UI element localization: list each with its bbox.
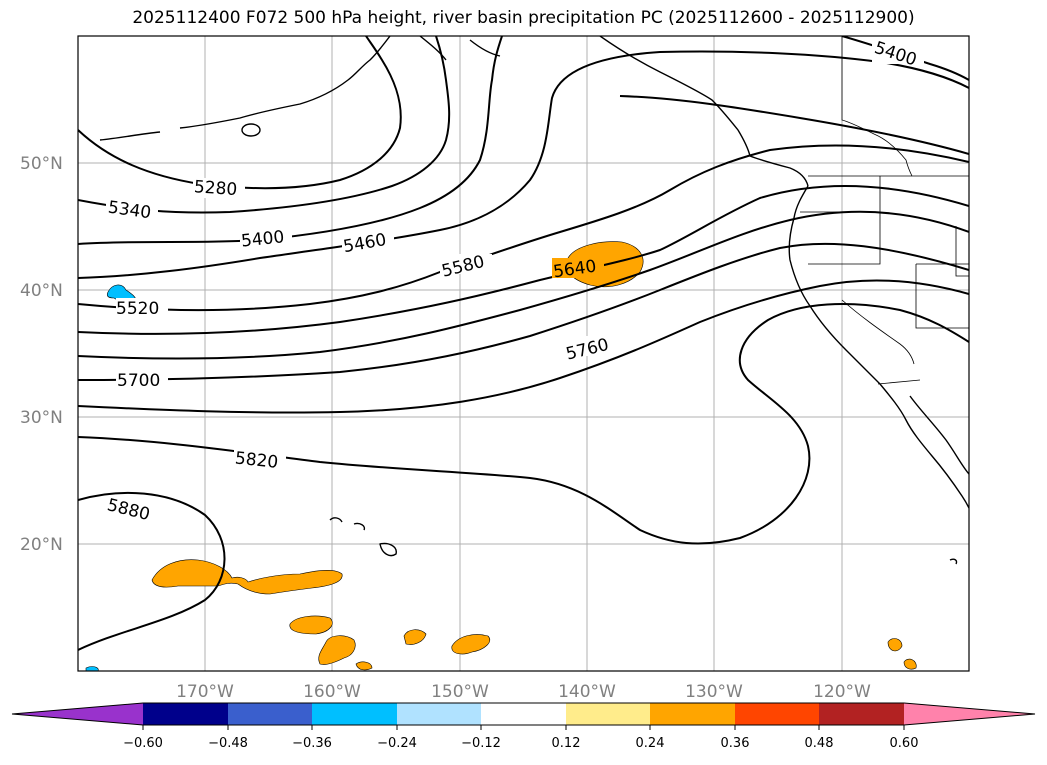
lat-label: 40°N: [20, 281, 63, 301]
colorbar-segment: [143, 703, 228, 725]
precip-orange-small-7: [903, 658, 917, 670]
lon-label: 150°W: [431, 682, 489, 702]
lon-label: 140°W: [558, 682, 616, 702]
map-area: 5400 5280 5340 5400 5460 5580 5640 5520 …: [78, 36, 969, 671]
gridlines: [78, 36, 969, 671]
precip-orange-hawaii-west: [151, 559, 343, 595]
contour-5580: [78, 144, 969, 311]
precip-orange-small-5: [355, 661, 373, 671]
contour-label: 5820: [234, 448, 279, 472]
colorbar-tick-labels: −0.60 −0.48 −0.36 −0.24 −0.12 0.12 0.24 …: [123, 736, 918, 751]
lon-label: 170°W: [176, 682, 234, 702]
contour-5700: [78, 242, 969, 381]
colorbar-segment: [650, 703, 735, 725]
lat-label: 50°N: [20, 154, 63, 174]
precip-orange-small-2: [318, 635, 356, 665]
contour-5760: [78, 279, 969, 414]
height-contours: [78, 36, 969, 651]
map-frame: [77, 35, 970, 672]
colorbar-segment: [735, 703, 819, 725]
contour-5340: [78, 36, 402, 190]
colorbar-tick-label: 0.36: [721, 736, 750, 751]
precip-orange-small-3: [403, 629, 427, 645]
colorbar-tick-label: 0.12: [552, 736, 581, 751]
colorbar-segment: [819, 703, 904, 725]
lon-label: 160°W: [303, 682, 361, 702]
colorbar-tick-label: 0.48: [805, 736, 834, 751]
colorbar-segment: [312, 703, 397, 725]
contour-5520: [78, 50, 969, 279]
contour-5820: [78, 303, 969, 545]
colorbar-tick-label: 0.24: [636, 736, 665, 751]
precip-orange-small-4: [451, 634, 491, 655]
contour-5460: [78, 36, 503, 245]
contour-label: 5280: [193, 177, 238, 200]
lon-label: 120°W: [813, 682, 871, 702]
colorbar: −0.60 −0.48 −0.36 −0.24 −0.12 0.12 0.24 …: [11, 702, 1036, 751]
coastlines: [99, 36, 969, 565]
longitude-labels: 170°W 160°W 150°W 140°W 130°W 120°W: [176, 682, 871, 702]
colorbar-segment: [481, 703, 566, 725]
colorbar-tick-label: −0.36: [292, 736, 332, 751]
contour-5400ne: [841, 36, 969, 81]
colorbar-tick-label: −0.12: [461, 736, 501, 751]
colorbar-tick-label: −0.24: [377, 736, 417, 751]
contour-5400: [78, 36, 451, 214]
contour-5640-se: [619, 95, 969, 155]
map-title: 2025112400 F072 500 hPa height, river ba…: [132, 8, 915, 28]
colorbar-tick-label: −0.48: [208, 736, 248, 751]
contour-5640: [78, 185, 969, 335]
colorbar-tick-label: −0.60: [123, 736, 163, 751]
contour-label: 5400: [240, 227, 285, 251]
contour-5640b: [78, 210, 969, 360]
contour-5880: [78, 491, 226, 651]
colorbar-segment: [566, 703, 650, 725]
contour-labels: 5400 5280 5340 5400 5460 5580 5640 5520 …: [105, 38, 924, 525]
latitude-labels: 50°N 40°N 30°N 20°N: [20, 154, 63, 555]
precip-shading: [85, 241, 917, 671]
colorbar-extend-low: [12, 703, 143, 725]
lat-label: 30°N: [20, 408, 63, 428]
contour-label: 5880: [105, 495, 152, 525]
contour-label: 5520: [116, 299, 159, 319]
colorbar-ticks: [142, 725, 905, 730]
contour-label: 5700: [117, 371, 160, 391]
lat-label: 20°N: [20, 535, 63, 555]
precip-blue-corner: [85, 666, 99, 671]
political-borders: [800, 36, 969, 385]
colorbar-segment: [228, 703, 312, 725]
colorbar-tick-label: 0.60: [890, 736, 919, 751]
precip-orange-small-6: [887, 638, 903, 652]
lon-label: 130°W: [685, 682, 743, 702]
colorbar-extend-high: [904, 703, 1035, 725]
colorbar-segment: [397, 703, 481, 725]
precip-orange-small-1: [289, 615, 333, 635]
